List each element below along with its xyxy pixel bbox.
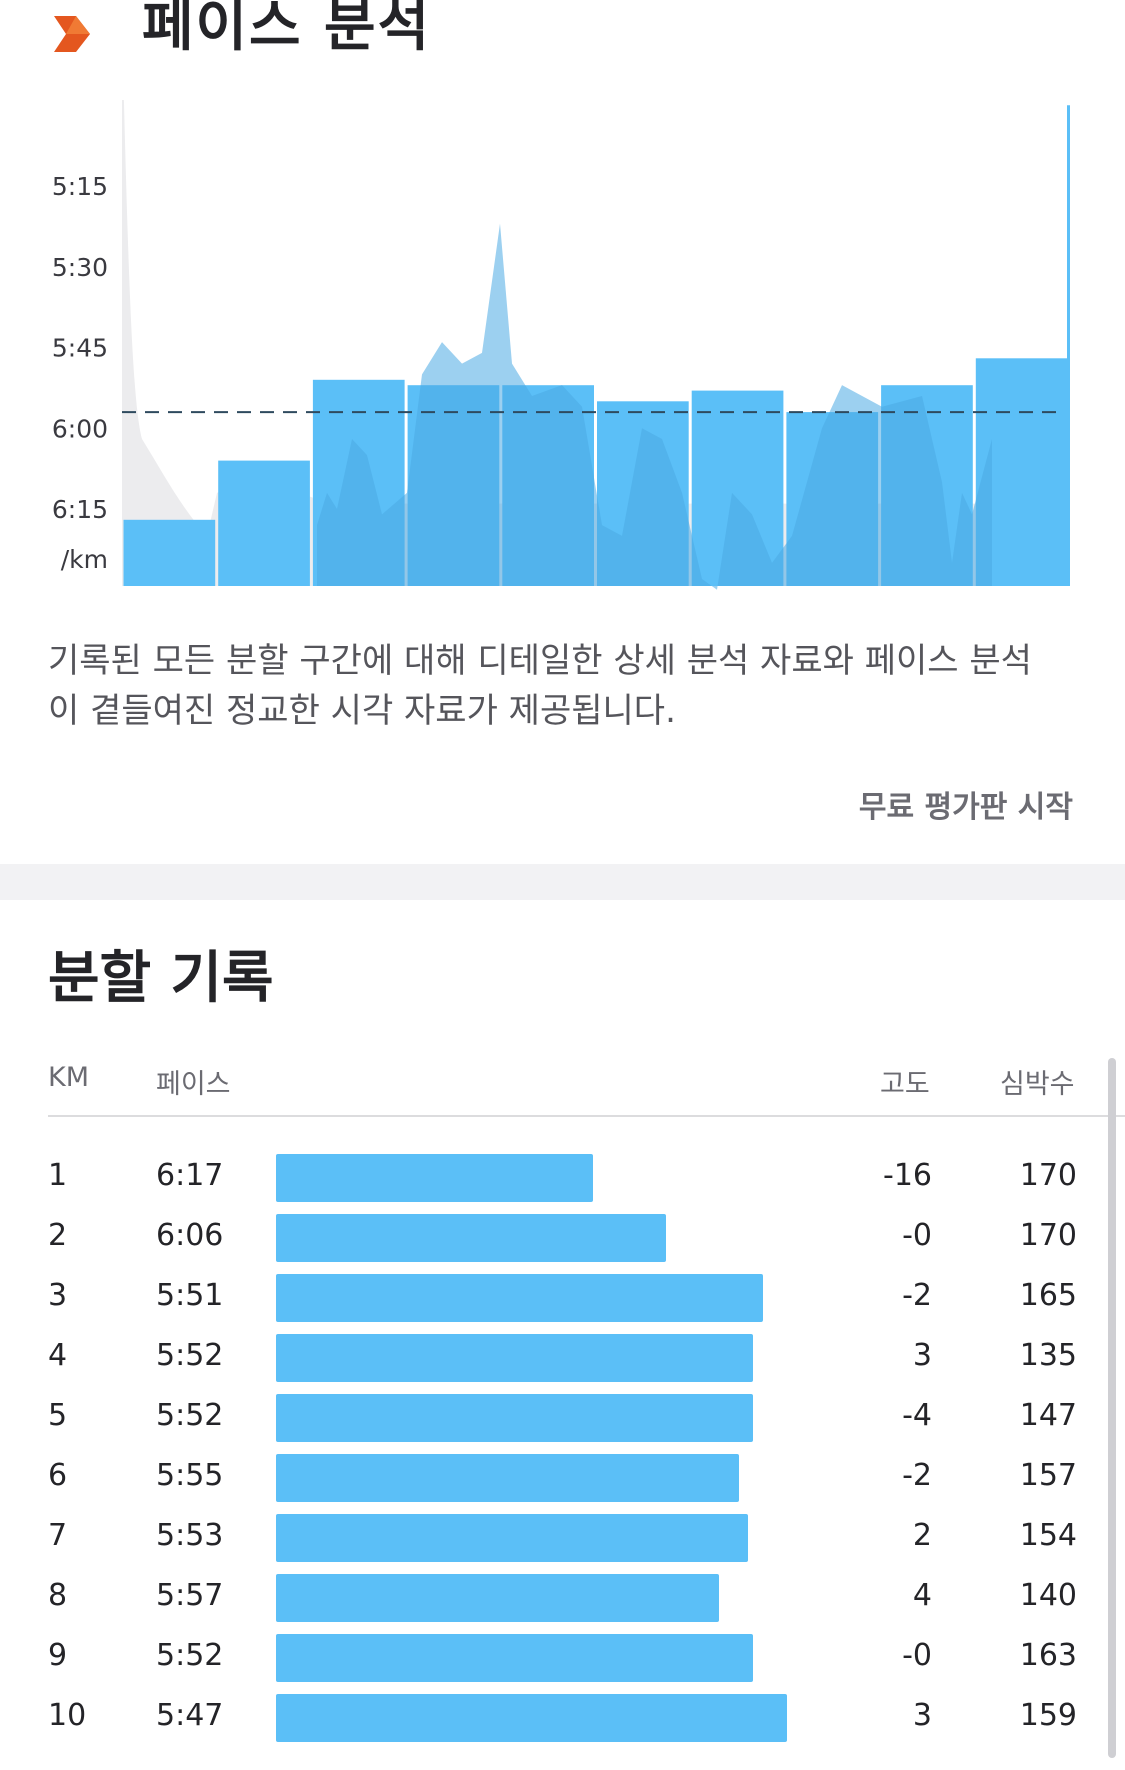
split-elevation: -16: [883, 1158, 932, 1193]
split-pace: 5:55: [156, 1458, 224, 1493]
y-axis-ticks: 5:15 5:30 5:45 6:00 6:15/km: [52, 172, 108, 574]
table-row: 1 6:17 -16 170: [0, 1150, 1125, 1210]
split-pace-bar: [276, 1514, 748, 1562]
split-heart-rate: 140: [1019, 1578, 1077, 1613]
split-elevation: -0: [902, 1218, 932, 1253]
split-heart-rate: 163: [1019, 1638, 1077, 1673]
split-heart-rate: 170: [1019, 1158, 1077, 1193]
split-km: 6: [48, 1458, 68, 1493]
table-row: 6 5:55 -2 157: [0, 1450, 1125, 1510]
split-heart-rate: 154: [1019, 1518, 1077, 1553]
table-row: 5 5:52 -4 147: [0, 1390, 1125, 1450]
pace-profile-area: [317, 223, 992, 590]
split-elevation: 2: [912, 1518, 932, 1553]
split-heart-rate: 170: [1019, 1218, 1077, 1253]
column-header-heart-rate: 심박수: [1000, 1069, 1075, 1100]
split-elevation: -2: [902, 1278, 932, 1313]
split-pace-bar: [276, 1334, 753, 1382]
split-km: 5: [48, 1398, 68, 1433]
split-km: 10: [48, 1698, 87, 1733]
y-tick-label: 5:45: [52, 334, 108, 363]
column-header-elevation: 고도: [880, 1069, 930, 1100]
split-km: 3: [48, 1278, 68, 1313]
split-elevation: 3: [912, 1698, 932, 1733]
split-pace-bar: [276, 1394, 753, 1442]
pace-bar: [218, 460, 310, 586]
split-km: 2: [48, 1218, 68, 1253]
split-pace-bar: [276, 1274, 763, 1322]
table-row: 9 5:52 -0 163: [0, 1630, 1125, 1690]
pace-analysis-title: 페이스 분석: [142, 0, 432, 59]
split-km: 7: [48, 1518, 68, 1553]
section-divider: [0, 864, 1125, 900]
y-tick-label: 6:00: [52, 414, 108, 443]
header-divider: [48, 1115, 1125, 1117]
split-elevation: -2: [902, 1458, 932, 1493]
pace-spike: [1067, 105, 1070, 586]
split-pace-bar: [276, 1634, 753, 1682]
split-km: 8: [48, 1578, 68, 1613]
pace-chart: 5:15 5:30 5:45 6:00 6:15/km: [52, 100, 1070, 590]
split-elevation: 4: [912, 1578, 932, 1613]
y-tick-label: 5:15: [52, 172, 108, 201]
y-tick-label: 5:30: [52, 253, 108, 282]
split-km: 9: [48, 1638, 68, 1673]
table-row: 2 6:06 -0 170: [0, 1210, 1125, 1270]
split-heart-rate: 157: [1019, 1458, 1077, 1493]
table-row: 3 5:51 -2 165: [0, 1270, 1125, 1330]
splits-table: 1 6:17 -16 170 2 6:06 -0 170 3 5:51 -2 165 4 5:52 3 135…: [0, 1150, 1125, 1750]
table-row: 4 5:52 3 135: [0, 1330, 1125, 1390]
scrollbar[interactable]: [1108, 1058, 1116, 1758]
y-tick-label: 6:15: [52, 495, 108, 524]
split-pace: 5:47: [156, 1698, 224, 1733]
split-km: 1: [48, 1158, 68, 1193]
split-pace-bar: [276, 1574, 719, 1622]
split-heart-rate: 147: [1019, 1398, 1077, 1433]
table-row: 7 5:53 2 154: [0, 1510, 1125, 1570]
split-pace: 6:17: [156, 1158, 224, 1193]
pace-profile-overlay: [317, 105, 1070, 590]
table-row: 8 5:57 4 140: [0, 1570, 1125, 1630]
split-pace: 5:53: [156, 1518, 224, 1553]
split-pace: 6:06: [156, 1218, 224, 1253]
y-axis-unit: /km: [61, 545, 108, 574]
split-pace-bar: [276, 1214, 666, 1262]
split-elevation: -4: [902, 1398, 932, 1433]
pace-analysis-description: 기록된 모든 분할 구간에 대해 디테일한 상세 분석 자료와 페이스 분석이 …: [48, 641, 1032, 731]
pace-bar: [123, 519, 216, 586]
split-heart-rate: 159: [1019, 1698, 1077, 1733]
table-row: 10 5:47 3 159: [0, 1690, 1125, 1750]
column-header-pace: 페이스: [156, 1069, 231, 1100]
splits-title: 분할 기록: [48, 946, 274, 1011]
chevron-right-icon: [54, 16, 90, 52]
start-free-trial-link[interactable]: 무료 평가판 시작: [858, 790, 1073, 825]
split-pace: 5:52: [156, 1638, 224, 1673]
split-pace-bar: [276, 1154, 593, 1202]
split-elevation: 3: [912, 1338, 932, 1373]
split-heart-rate: 165: [1019, 1278, 1077, 1313]
split-heart-rate: 135: [1019, 1338, 1077, 1373]
column-header-km: KM: [48, 1062, 90, 1093]
split-pace-bar: [276, 1694, 787, 1742]
split-pace: 5:52: [156, 1338, 224, 1373]
split-pace: 5:51: [156, 1278, 224, 1313]
split-elevation: -0: [902, 1638, 932, 1673]
split-pace-bar: [276, 1454, 739, 1502]
split-pace: 5:52: [156, 1398, 224, 1433]
split-pace: 5:57: [156, 1578, 224, 1613]
split-km: 4: [48, 1338, 68, 1373]
